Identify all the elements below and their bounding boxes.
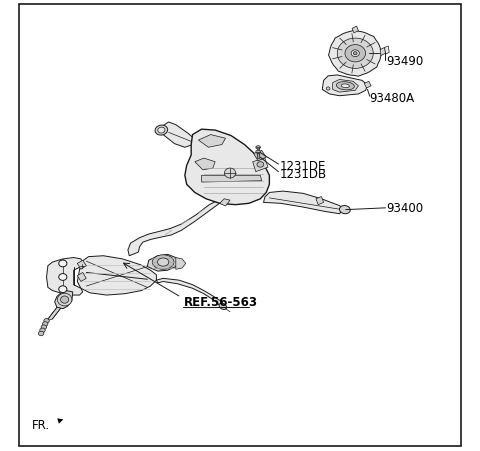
Polygon shape bbox=[163, 123, 195, 148]
Ellipse shape bbox=[59, 274, 67, 281]
Polygon shape bbox=[176, 258, 186, 270]
Polygon shape bbox=[195, 159, 215, 170]
Polygon shape bbox=[252, 159, 268, 172]
Polygon shape bbox=[253, 151, 266, 161]
Text: REF.56-563: REF.56-563 bbox=[183, 296, 257, 308]
Polygon shape bbox=[128, 196, 230, 256]
Ellipse shape bbox=[60, 296, 69, 304]
Ellipse shape bbox=[256, 146, 260, 149]
Ellipse shape bbox=[219, 304, 227, 310]
Polygon shape bbox=[328, 31, 382, 77]
Text: 1231DE: 1231DE bbox=[280, 160, 326, 172]
Ellipse shape bbox=[152, 255, 174, 270]
Ellipse shape bbox=[157, 258, 169, 267]
Polygon shape bbox=[156, 279, 224, 308]
Polygon shape bbox=[55, 291, 73, 309]
Ellipse shape bbox=[257, 162, 264, 168]
Ellipse shape bbox=[326, 87, 330, 91]
Ellipse shape bbox=[58, 294, 72, 306]
Polygon shape bbox=[364, 82, 371, 89]
Ellipse shape bbox=[341, 85, 349, 88]
Ellipse shape bbox=[225, 169, 236, 179]
Polygon shape bbox=[333, 80, 359, 93]
Polygon shape bbox=[47, 306, 63, 321]
Text: 93490: 93490 bbox=[386, 55, 423, 67]
Ellipse shape bbox=[41, 325, 47, 330]
Ellipse shape bbox=[59, 286, 67, 293]
Ellipse shape bbox=[351, 51, 360, 57]
Ellipse shape bbox=[256, 151, 260, 154]
Text: 1231DB: 1231DB bbox=[280, 168, 327, 180]
Polygon shape bbox=[147, 255, 179, 272]
Ellipse shape bbox=[158, 128, 165, 134]
Text: 93400: 93400 bbox=[386, 202, 423, 215]
Polygon shape bbox=[380, 48, 385, 56]
Ellipse shape bbox=[59, 261, 67, 267]
Polygon shape bbox=[77, 273, 86, 282]
Polygon shape bbox=[220, 199, 230, 207]
Polygon shape bbox=[257, 152, 259, 159]
Text: 93480A: 93480A bbox=[370, 92, 415, 104]
Polygon shape bbox=[185, 130, 269, 205]
Polygon shape bbox=[384, 47, 389, 55]
Ellipse shape bbox=[339, 206, 350, 214]
Polygon shape bbox=[316, 197, 324, 205]
Polygon shape bbox=[345, 46, 366, 63]
Polygon shape bbox=[264, 192, 344, 214]
Ellipse shape bbox=[42, 322, 48, 327]
Ellipse shape bbox=[353, 53, 357, 56]
Polygon shape bbox=[322, 76, 368, 97]
Polygon shape bbox=[198, 135, 226, 148]
Ellipse shape bbox=[40, 328, 45, 333]
Ellipse shape bbox=[336, 83, 354, 91]
Polygon shape bbox=[257, 148, 259, 154]
Polygon shape bbox=[352, 27, 359, 34]
Polygon shape bbox=[47, 258, 83, 295]
Ellipse shape bbox=[155, 126, 168, 136]
Ellipse shape bbox=[44, 319, 49, 323]
Polygon shape bbox=[337, 39, 373, 69]
Ellipse shape bbox=[38, 331, 44, 336]
Polygon shape bbox=[202, 176, 262, 183]
Polygon shape bbox=[77, 261, 86, 270]
Polygon shape bbox=[77, 256, 156, 295]
Text: FR.: FR. bbox=[32, 419, 50, 431]
